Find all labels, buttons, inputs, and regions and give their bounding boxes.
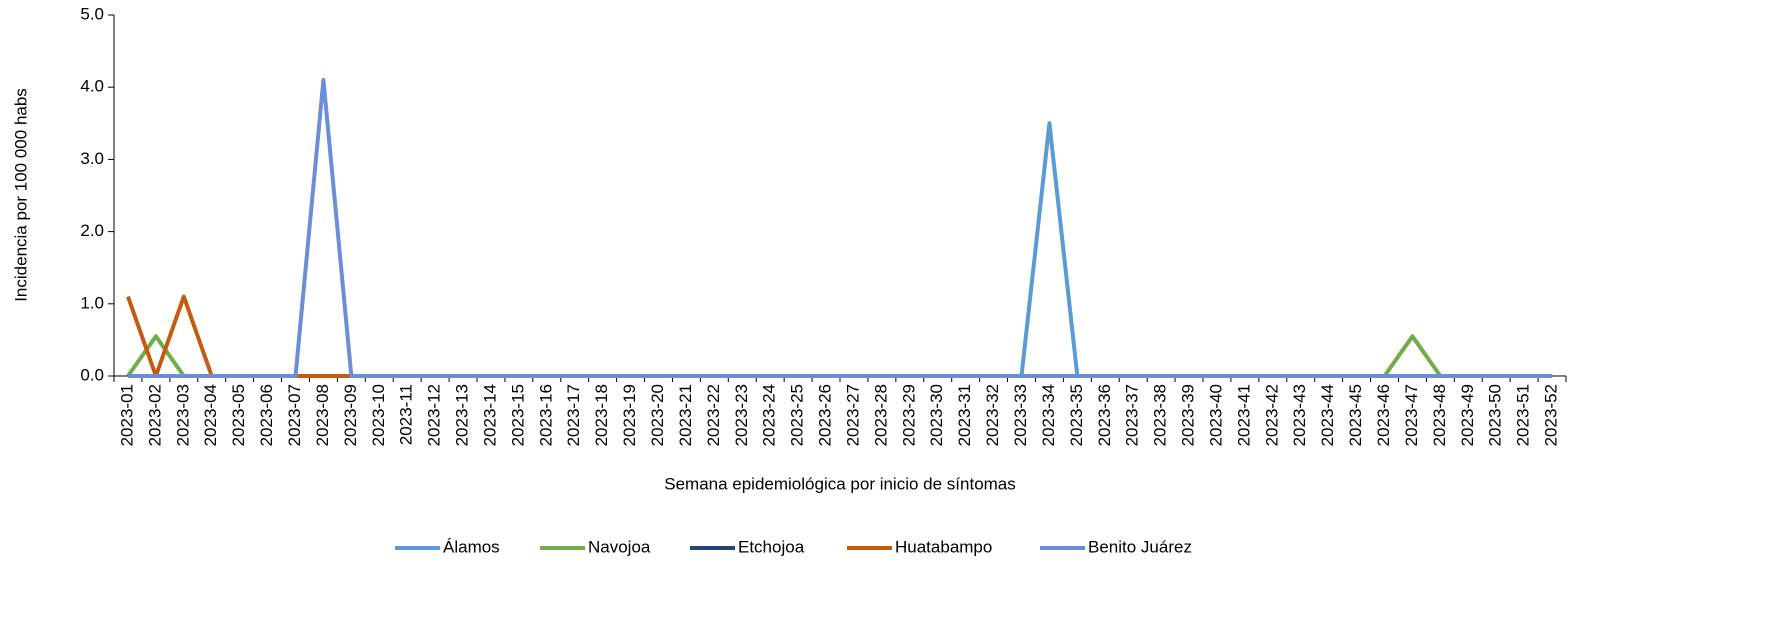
x-tick-label: 2023-15: [508, 384, 527, 446]
x-tick-label: 2023-30: [927, 384, 946, 446]
y-tick-label: 3.0: [80, 149, 104, 168]
legend-label: Benito Juárez: [1088, 537, 1192, 556]
x-tick-label: 2023-22: [704, 384, 723, 446]
x-tick-label: 2023-42: [1262, 384, 1281, 446]
x-tick-label: 2023-13: [453, 384, 472, 446]
x-tick-label: 2023-40: [1206, 384, 1225, 446]
x-tick-label: 2023-35: [1067, 384, 1086, 446]
x-tick-label: 2023-51: [1514, 384, 1533, 446]
x-tick-label: 2023-01: [117, 384, 136, 446]
series-line: [127, 77, 1553, 378]
x-tick-label: 2023-08: [313, 384, 332, 446]
legend-label: Etchojoa: [738, 537, 805, 556]
x-tick-label: 2023-29: [899, 384, 918, 446]
x-tick-label: 2023-43: [1290, 384, 1309, 446]
y-tick-label: 0.0: [80, 365, 104, 384]
x-tick-label: 2023-23: [732, 384, 751, 446]
x-tick-label: 2023-05: [229, 384, 248, 446]
x-tick-label: 2023-31: [955, 384, 974, 446]
x-tick-label: 2023-12: [425, 384, 444, 446]
x-tick-label: 2023-44: [1318, 384, 1337, 446]
x-tick-label: 2023-18: [592, 384, 611, 446]
x-tick-label: 2023-10: [369, 384, 388, 446]
series-line: [126, 334, 1553, 378]
x-tick-label: 2023-34: [1039, 384, 1058, 446]
x-tick-label: 2023-21: [676, 384, 695, 446]
x-tick-label: 2023-07: [285, 384, 304, 446]
x-tick-label: 2023-38: [1151, 384, 1170, 446]
y-axis-title: Incidencia por 100 000 habs: [11, 88, 30, 302]
x-tick-label: 2023-47: [1402, 384, 1421, 446]
series-line: [127, 121, 1553, 378]
x-tick-label: 2023-39: [1179, 384, 1198, 446]
x-tick-label: 2023-27: [843, 384, 862, 446]
x-tick-label: 2023-17: [564, 384, 583, 446]
legend-label: Navojoa: [588, 537, 651, 556]
x-tick-label: 2023-52: [1542, 384, 1561, 446]
x-tick-label: 2023-32: [983, 384, 1002, 446]
x-tick-label: 2023-06: [257, 384, 276, 446]
x-tick-label: 2023-03: [173, 384, 192, 446]
y-tick-label: 5.0: [80, 4, 104, 23]
y-tick-label: 1.0: [80, 293, 104, 312]
y-tick-label: 4.0: [80, 77, 104, 96]
x-tick-label: 2023-48: [1430, 384, 1449, 446]
x-tick-label: 2023-24: [760, 384, 779, 446]
x-tick-label: 2023-11: [397, 384, 416, 445]
legend-label: Huatabampo: [895, 537, 992, 556]
x-tick-label: 2023-33: [1011, 384, 1030, 446]
x-tick-label: 2023-50: [1486, 384, 1505, 446]
x-tick-label: 2023-46: [1374, 384, 1393, 446]
legend-label: Álamos: [443, 537, 500, 556]
x-tick-label: 2023-04: [201, 384, 220, 446]
x-tick-label: 2023-28: [871, 384, 890, 446]
x-tick-label: 2023-25: [788, 384, 807, 446]
x-tick-label: 2023-14: [480, 384, 499, 446]
x-tick-label: 2023-26: [816, 384, 835, 446]
series-line: [126, 294, 1553, 378]
x-tick-label: 2023-19: [620, 384, 639, 446]
x-tick-label: 2023-41: [1234, 384, 1253, 446]
x-tick-label: 2023-36: [1095, 384, 1114, 446]
x-tick-label: 2023-20: [648, 384, 667, 446]
x-tick-label: 2023-49: [1458, 384, 1477, 446]
x-tick-label: 2023-16: [536, 384, 555, 446]
y-tick-label: 2.0: [80, 221, 104, 240]
x-axis-title: Semana epidemiológica por inicio de sínt…: [664, 474, 1016, 493]
x-tick-label: 2023-02: [145, 384, 164, 446]
x-tick-label: 2023-09: [341, 384, 360, 446]
x-tick-label: 2023-37: [1123, 384, 1142, 446]
x-tick-label: 2023-45: [1346, 384, 1365, 446]
